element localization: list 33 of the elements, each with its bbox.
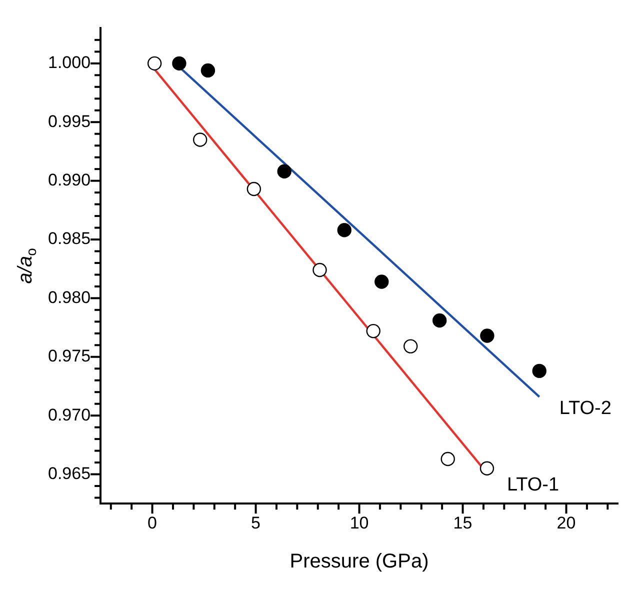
point [480, 328, 494, 343]
y-tick-label: 0.975 [48, 346, 91, 366]
point [193, 132, 208, 147]
x-tick-label: 15 [453, 513, 472, 532]
point [366, 324, 380, 338]
point [432, 313, 447, 328]
y-tick-label: 0.970 [48, 405, 91, 424]
point [440, 452, 455, 466]
series-label: LTO-1 [506, 474, 560, 496]
point [172, 56, 186, 71]
x-tick-label: 0 [148, 513, 158, 532]
series-label: LTO-2 [559, 398, 612, 420]
y-tick-label: 0.990 [48, 170, 91, 190]
y-tick-label: 0.985 [48, 229, 91, 248]
x-axis-title: Pressure (GPa) [290, 550, 429, 573]
x-tick-label: 5 [251, 513, 261, 532]
y-axis-title: a/ao [14, 248, 39, 284]
y-tick-label: 1.000 [48, 53, 91, 72]
point [246, 182, 262, 196]
point [200, 63, 216, 78]
y-tick-label: 0.980 [48, 288, 91, 307]
x-tick-label: 20 [556, 513, 576, 532]
point [277, 164, 292, 179]
point [312, 262, 327, 278]
point [374, 274, 389, 289]
point [147, 56, 162, 71]
point [337, 223, 352, 238]
point [480, 461, 494, 476]
point [532, 364, 546, 378]
point [404, 339, 418, 354]
y-tick-label: 0.995 [48, 112, 91, 131]
x-tick-label: 10 [350, 513, 369, 532]
y-tick-label: 0.965 [48, 464, 91, 483]
